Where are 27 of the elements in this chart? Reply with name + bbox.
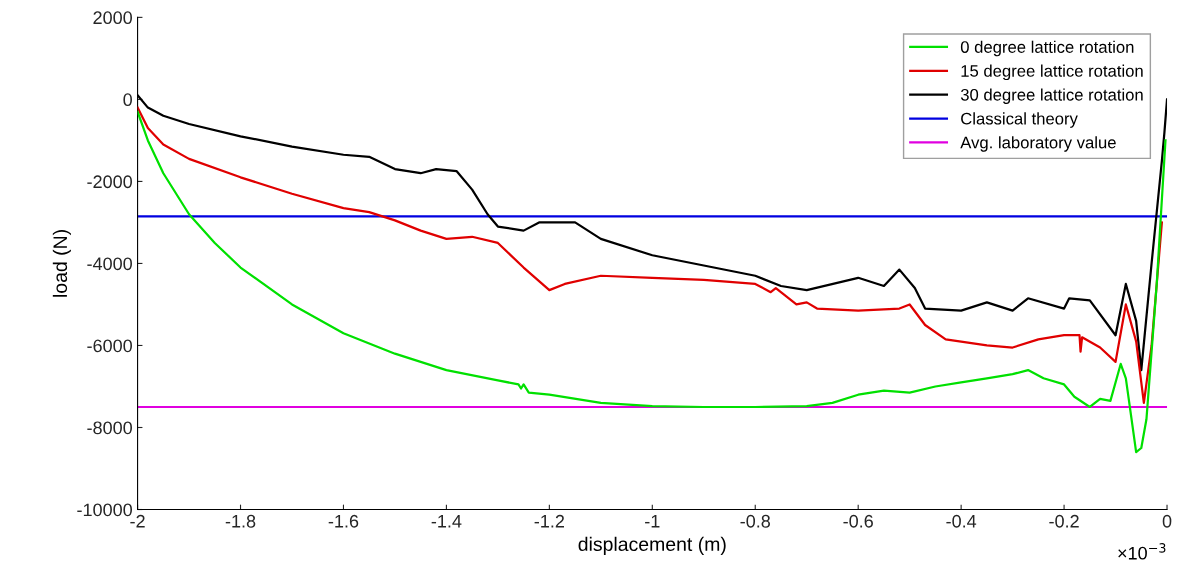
y-tick-label: -2000 [87,175,133,189]
y-tick-label: 0 [123,93,133,107]
x-tick-label: -1.6 [328,514,359,528]
y-tick-label: -4000 [87,257,133,271]
legend-label: 15 degree lattice rotation [961,64,1143,81]
x-tick-label: -0.2 [1049,514,1079,528]
x-tick-label: 0 [1162,514,1172,528]
x-axis-title: displacement (m) [578,536,726,555]
y-tick-label: -6000 [87,339,133,353]
x-tick-label: -1.8 [225,514,256,528]
y-axis-title: load (N) [52,230,71,297]
y-tick-label: -8000 [87,421,133,435]
x-tick-label: -2 [130,514,145,528]
x-tick-label: -0.4 [946,514,977,528]
legend-label: 0 degree lattice rotation [960,40,1134,57]
x-tick-label: -1.4 [431,515,462,528]
text: ×10$^{−3}$ [1118,543,1166,560]
y-tick-label: -10000 [77,503,133,517]
legend-label: Classical theory [961,112,1078,128]
x-tick-label: -1 [645,515,660,528]
y-tick-label: 2000 [93,11,133,25]
line-series [137,110,1167,454]
legend-label: 30 degree lattice rotation [960,88,1143,104]
legend-label: Avg. laboratory value [960,136,1116,152]
x-tick-label: -0.6 [843,514,873,528]
x-tick-label: -1.2 [534,514,565,528]
x-tick-label: -0.8 [740,514,771,528]
